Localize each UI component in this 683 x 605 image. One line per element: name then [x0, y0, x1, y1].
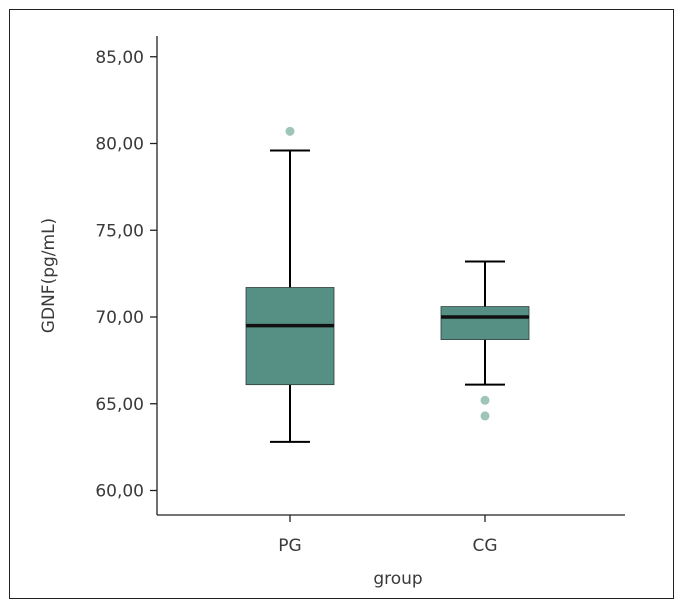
box-pg: [245, 126, 335, 443]
y-axis-title: GDNF(pg/mL): [39, 218, 59, 333]
y-axis: 60,00 65,00 70,00 75,00 80,00 85,00: [95, 36, 158, 515]
boxes: [245, 126, 530, 443]
outlier-point: [480, 395, 490, 405]
box-iqr: [440, 306, 530, 340]
y-tick-label: 80,00: [95, 135, 144, 155]
y-tick-label: 75,00: [95, 221, 144, 241]
outlier-point: [480, 411, 490, 421]
chart-frame: [9, 9, 674, 599]
x-tick-label: PG: [278, 536, 301, 556]
y-tick-label: 60,00: [95, 482, 144, 502]
box-cg: [440, 260, 530, 421]
y-tick-label: 70,00: [95, 308, 144, 328]
y-tick-label: 85,00: [95, 48, 144, 68]
outlier-point: [285, 126, 295, 136]
y-tick-label: 65,00: [95, 395, 144, 415]
x-axis-title: group: [373, 569, 422, 589]
x-axis: PG CG: [157, 514, 625, 556]
x-tick-label: CG: [472, 536, 497, 556]
box-iqr: [245, 287, 335, 386]
